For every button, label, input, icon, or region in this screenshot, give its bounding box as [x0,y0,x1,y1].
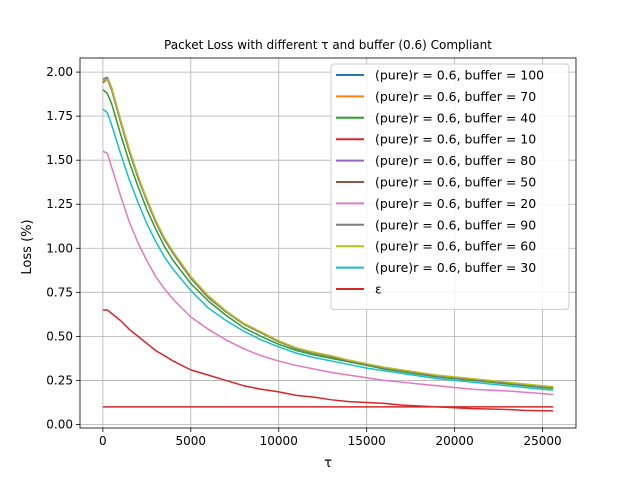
y-tick-label: 0.00 [46,417,73,431]
legend-label: (pure)r = 0.6, buffer = 20 [375,196,536,211]
tick-labels: 0 5000 10000 15000 20000 25000 0.00 0.25 0.50 0.7… [46,65,561,448]
legend-label: ε [375,282,382,297]
y-tick-label: 1.00 [46,241,73,255]
axes [79,57,577,429]
y-axis-label: Loss (%) [20,219,35,274]
y-tick-label: 0.25 [46,373,73,387]
plot-frame [79,57,577,429]
legend-label: (pure)r = 0.6, buffer = 60 [375,239,536,254]
y-tick-label: 1.50 [46,153,73,167]
series-line-9 [102,78,554,388]
legend-label: (pure)r = 0.6, buffer = 40 [375,110,536,125]
chart-title: Packet Loss with different τ and buffer … [164,38,492,52]
x-tick-label: 0 [99,434,107,448]
x-axis-label: τ [324,456,332,471]
legend-label: (pure)r = 0.6, buffer = 100 [375,68,544,83]
legend-label: (pure)r = 0.6, buffer = 80 [375,153,536,168]
legend-label: (pure)r = 0.6, buffer = 30 [375,260,536,275]
series-line-7 [102,150,554,396]
legend-box [330,63,570,310]
legend-label: (pure)r = 0.6, buffer = 70 [375,89,536,104]
series-line-3 [102,89,554,390]
legend: (pure)r = 0.6, buffer = 100 (pure)r = 0.6… [330,63,570,310]
series-lines [102,76,554,412]
x-tick-label: 10000 [260,434,298,448]
x-tick-label: 25000 [523,434,561,448]
x-tick-label: 20000 [436,434,474,448]
series-line-4 [102,309,554,412]
legend-label: (pure)r = 0.6, buffer = 10 [375,132,536,147]
x-tick-label: 5000 [176,434,207,448]
legend-label: (pure)r = 0.6, buffer = 90 [375,217,536,232]
y-tick-label: 1.25 [46,197,73,211]
legend-label: (pure)r = 0.6, buffer = 50 [375,175,536,190]
y-tick-label: 0.50 [46,329,73,343]
y-tick-label: 0.75 [46,285,73,299]
y-tick-label: 1.75 [46,109,73,123]
series-line-10 [102,108,554,391]
x-tick-label: 15000 [348,434,386,448]
y-tick-label: 2.00 [46,65,73,79]
